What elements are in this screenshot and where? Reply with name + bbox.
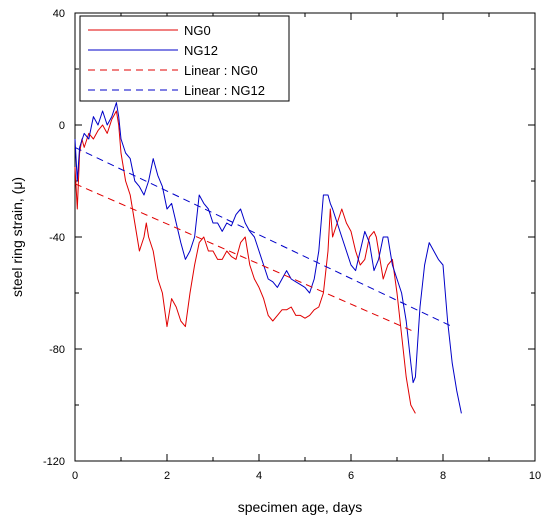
legend-label-linear-ng12: Linear : NG12 (184, 83, 265, 98)
x-axis-title: specimen age, days (238, 499, 363, 515)
legend: NG0 NG12 Linear : NG0 Linear : NG12 (79, 15, 290, 102)
x-tick-label: 8 (440, 470, 446, 482)
y-tick-label: -40 (49, 232, 65, 244)
x-tick-label: 10 (529, 470, 541, 482)
y-tick-label: 40 (53, 8, 65, 20)
series-line-linear-ng12 (74, 146, 453, 328)
y-tick-label: -80 (49, 344, 65, 356)
axis-tick-labels: 0 2 4 6 8 10 40 0 -40 -80 -120 (43, 8, 541, 482)
legend-label-ng0: NG0 (184, 23, 211, 38)
x-tick-label: 0 (72, 470, 78, 482)
x-tick-label: 4 (256, 470, 262, 482)
legend-label-linear-ng0: Linear : NG0 (184, 63, 258, 78)
series-line-ng0 (74, 110, 416, 414)
x-tick-label: 2 (164, 470, 170, 482)
y-axis-title: steel ring strain, (μ) (9, 177, 25, 297)
series-group (74, 102, 462, 414)
series-line-ng12 (74, 102, 462, 414)
legend-label-ng12: NG12 (184, 43, 218, 58)
y-tick-label: -120 (43, 456, 65, 468)
series-line-linear-ng0 (74, 183, 416, 333)
x-tick-label: 6 (348, 470, 354, 482)
y-tick-label: 0 (59, 120, 65, 132)
